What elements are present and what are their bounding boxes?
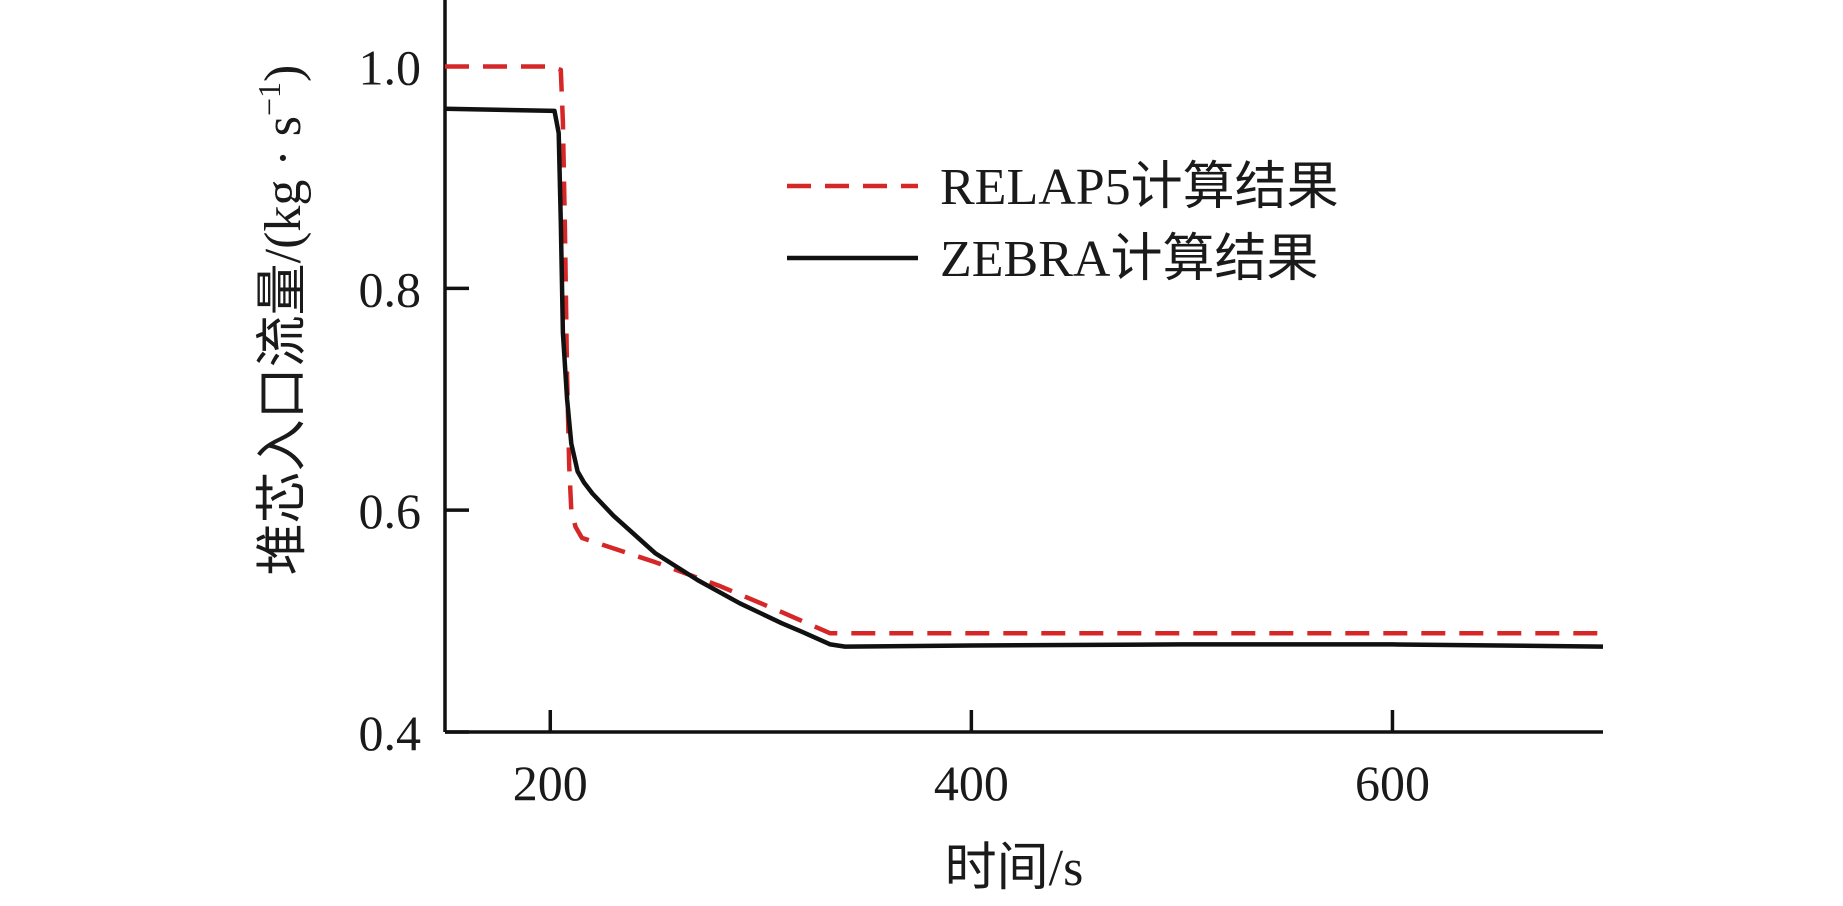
legend-label: RELAP5计算结果 (940, 159, 1339, 216)
y-axis-title: 堆芯入口流量/(kg · s−1) (251, 65, 312, 576)
series-layer (444, 64, 1604, 649)
y-tick-label: 1.0 (359, 40, 422, 96)
x-axis-title: 时间/s (945, 840, 1084, 897)
x-tick-label: 600 (1355, 755, 1430, 811)
x-tick-label: 400 (934, 755, 1009, 811)
y-axis-title-superscript: −1 (251, 82, 287, 116)
x-tick-label: 200 (513, 755, 588, 811)
y-axis-title-main: 堆芯入口流量/(kg · s (255, 116, 312, 575)
legend-label: ZEBRA计算结果 (940, 231, 1318, 288)
y-axis-title-close: ) (255, 65, 312, 82)
series-line-zebra (444, 106, 1604, 649)
y-tick-label: 0.8 (359, 261, 422, 317)
axes (443, 0, 1603, 734)
y-tick-label: 0.4 (359, 705, 422, 761)
series-line-relap5 (445, 64, 1603, 636)
y-tick-label: 0.6 (359, 483, 422, 539)
legend: RELAP5计算结果 ZEBRA计算结果 (787, 159, 1339, 288)
ticks: 200 400 600 0.4 0.6 0.8 1.0 (359, 40, 1430, 811)
